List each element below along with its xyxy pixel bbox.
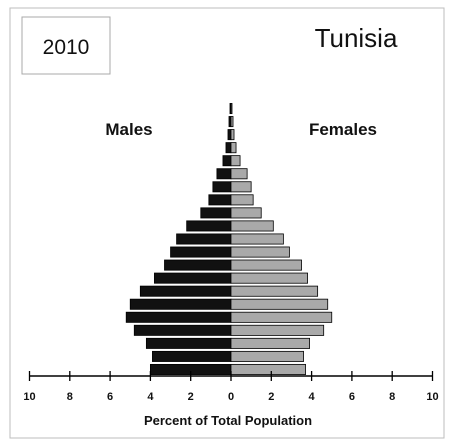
female-bar (230, 324, 325, 336)
x-axis-label: Percent of Total Population (144, 413, 312, 428)
female-bar (230, 103, 233, 115)
female-bar (230, 116, 234, 128)
female-bar (230, 311, 333, 323)
female-bar (230, 246, 290, 258)
female-bar (230, 194, 254, 206)
chart-title: Tunisia (315, 23, 398, 53)
female-bar (230, 259, 302, 271)
male-bar (227, 129, 232, 141)
female-bar (230, 155, 241, 167)
female-bar (230, 233, 284, 245)
male-bar (154, 272, 232, 284)
x-tick-label: 8 (389, 391, 395, 403)
male-bar (170, 246, 232, 258)
female-bar (230, 272, 308, 284)
male-bar (186, 220, 232, 232)
male-bar (208, 194, 232, 206)
x-tick-label: 6 (107, 391, 113, 403)
x-tick-label: 8 (67, 391, 73, 403)
male-bar (212, 181, 232, 193)
x-tick-label: 0 (228, 391, 234, 403)
male-bar (225, 142, 232, 154)
males-label: Males (105, 120, 152, 139)
male-bar (152, 350, 232, 362)
x-tick-label: 4 (309, 391, 316, 403)
male-bar (139, 285, 232, 297)
male-bar (164, 259, 232, 271)
females-label: Females (309, 120, 377, 139)
female-bar (230, 207, 262, 219)
male-bar (222, 155, 232, 167)
female-bar (230, 168, 248, 180)
x-tick-label: 10 (426, 391, 438, 403)
female-bar (230, 337, 310, 349)
female-bar (230, 363, 306, 375)
female-bar (230, 350, 304, 362)
female-bar (230, 129, 235, 141)
x-tick-label: 4 (147, 391, 154, 403)
x-tick-label: 6 (349, 391, 355, 403)
female-bar (230, 142, 237, 154)
male-bar (200, 207, 232, 219)
male-bar (145, 337, 232, 349)
x-axis-ticks: 10 8 6 4 2 0 2 4 6 8 10 (23, 371, 439, 403)
x-tick-label: 2 (268, 391, 274, 403)
male-bar (125, 311, 232, 323)
year-label: 2010 (43, 36, 90, 59)
female-bar (230, 220, 274, 232)
x-tick-label: 2 (188, 391, 194, 403)
female-bar (230, 298, 329, 310)
females-bars (230, 103, 333, 375)
female-bar (230, 285, 319, 297)
male-bar (133, 324, 232, 336)
x-tick-label: 10 (23, 391, 35, 403)
male-bar (216, 168, 232, 180)
male-bar (176, 233, 232, 245)
year-box (21, 16, 111, 75)
male-bar (129, 298, 232, 310)
female-bar (230, 181, 252, 193)
